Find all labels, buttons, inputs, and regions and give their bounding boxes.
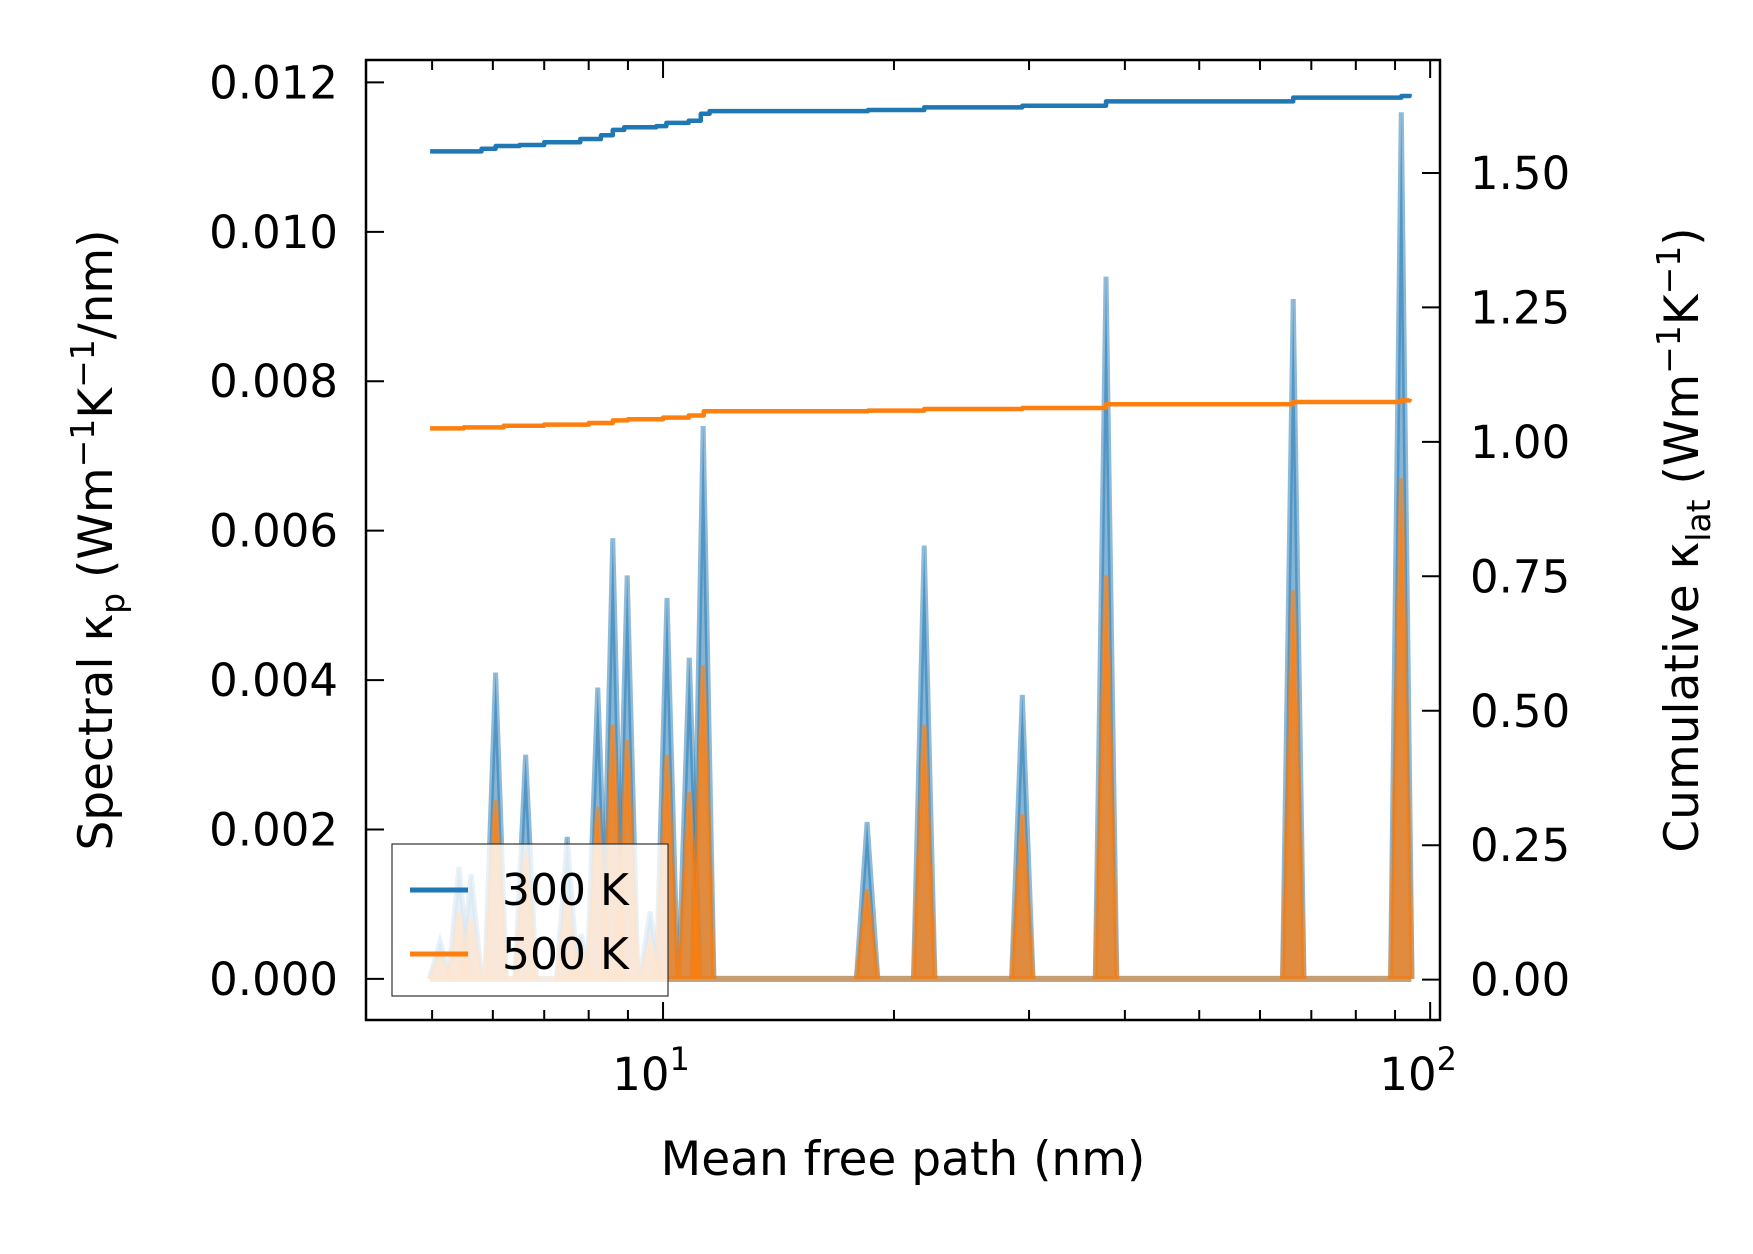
spectral-peak-outline-500k <box>689 665 717 979</box>
spectral-peak-outline-300k <box>689 426 717 979</box>
spectral-peak-500k <box>1095 575 1117 979</box>
y-left-axis-title: Spectral κp (Wm−1K−1/nm) <box>63 229 132 850</box>
y-left-tick-label: 0.004 <box>209 654 338 707</box>
y-left-tick-label: 0.008 <box>209 355 338 408</box>
y-right-tick-label: 0.25 <box>1470 819 1570 872</box>
y-right-tick-label: 0.00 <box>1470 954 1570 1007</box>
y-left-tick-label: 0.000 <box>209 953 338 1006</box>
spectral-peak-outline-300k <box>1279 299 1307 979</box>
y-right-tick-label: 0.50 <box>1470 685 1570 738</box>
y-left-tick-label: 0.010 <box>209 206 338 259</box>
spectral-peak-outline-300k <box>910 545 938 979</box>
y-right-tick-label: 1.50 <box>1470 147 1570 200</box>
x-tick-exponent: 1 <box>669 1040 689 1078</box>
spectral-peak-500k <box>913 724 935 979</box>
y-right-tick-label: 0.75 <box>1470 550 1570 603</box>
spectral-peak-outline-500k <box>1279 590 1307 979</box>
spectral-peak-outline-300k <box>1009 694 1036 980</box>
y-right-tick-label: 1.25 <box>1470 281 1570 334</box>
spectral-peak-outline-500k <box>1092 575 1120 979</box>
y-right-tick-label: 1.00 <box>1470 416 1570 469</box>
spectral-peak-500k <box>856 889 878 979</box>
y-left-tick-label: 0.006 <box>209 505 338 558</box>
x-tick-exponent: 2 <box>1437 1040 1457 1078</box>
x-tick-label: 102 <box>1379 1040 1457 1101</box>
spectral-peak-outline-300k <box>1092 276 1120 979</box>
spectral-peak-outline-500k <box>853 888 881 980</box>
axes-layer: 101 1020.0000.0020.0040.0060.0080.0100.01… <box>63 56 1718 1187</box>
spectral-peak-500k <box>1011 814 1034 979</box>
y-left-tick-label: 0.002 <box>209 803 338 856</box>
cumulative-line-500k <box>430 398 1412 431</box>
cumulative-line-300k <box>430 93 1412 154</box>
cumulative-series-layer <box>430 93 1412 431</box>
spectral-peak-outline-500k <box>1009 814 1036 980</box>
spectral-peak-outline-500k <box>910 724 938 980</box>
spectral-peak-outline-500k <box>1388 478 1415 979</box>
legend: 300 K 500 K <box>391 843 669 997</box>
spectral-peak-500k <box>1390 478 1413 979</box>
legend-label-300k: 300 K <box>502 865 630 916</box>
y-right-axis-title: Cumulative κlat (Wm−1K−1) <box>1649 227 1718 852</box>
plot-frame <box>364 58 1442 1022</box>
spectral-peak-outline-300k <box>1388 112 1415 979</box>
x-tick-label: 101 <box>612 1040 690 1101</box>
legend-box <box>391 843 669 997</box>
spectral-peak-500k <box>1282 590 1304 979</box>
spectral-peak-outline-300k <box>853 821 881 980</box>
x-axis-title: Mean free path (nm) <box>661 1132 1146 1187</box>
y-left-tick-label: 0.012 <box>209 56 338 109</box>
spectral-peak-500k <box>692 665 714 979</box>
legend-label-500k: 500 K <box>502 929 630 980</box>
